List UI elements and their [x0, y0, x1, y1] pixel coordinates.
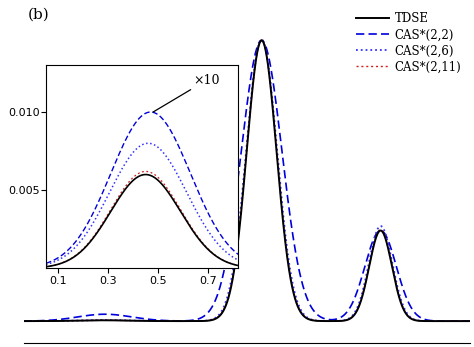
Legend: TDSE, CAS*(2,2), CAS*(2,6), CAS*(2,11): TDSE, CAS*(2,2), CAS*(2,6), CAS*(2,11): [354, 10, 464, 76]
Text: (b): (b): [28, 8, 50, 22]
